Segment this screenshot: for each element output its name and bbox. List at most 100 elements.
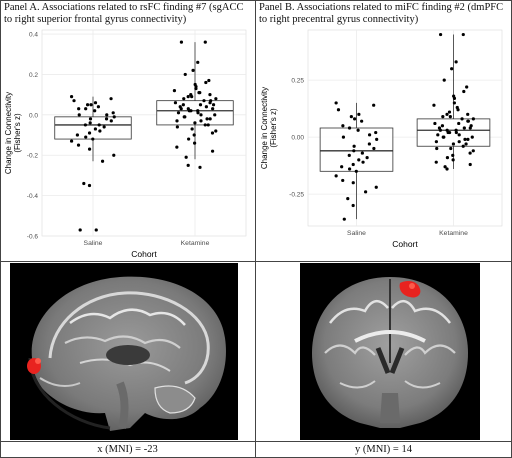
panel-a-point-saline xyxy=(112,153,116,157)
panel-b-point-ketamine xyxy=(442,135,446,139)
panel-a-point-ketamine xyxy=(176,111,181,115)
panel-b-point-ketamine xyxy=(457,121,461,126)
panel-a-point-ketamine xyxy=(202,99,206,103)
panel-a-point-saline xyxy=(78,228,82,232)
panel-b-point-ketamine xyxy=(463,137,467,141)
panel-a-point-ketamine xyxy=(199,113,203,117)
panel-b-point-saline xyxy=(374,185,378,189)
panel-a-point-saline xyxy=(82,181,86,186)
panel-b-point-ketamine xyxy=(451,153,455,157)
panel-a-point-saline xyxy=(98,129,102,133)
panel-a-point-ketamine xyxy=(207,78,211,83)
panel-a-point-ketamine xyxy=(184,155,188,159)
activation-blob-b xyxy=(399,281,421,298)
panel-b-point-ketamine xyxy=(457,133,461,137)
panel-a-point-ketamine xyxy=(183,72,187,77)
panel-b-point-ketamine xyxy=(468,126,472,130)
panel-a-point-saline xyxy=(75,133,79,137)
panel-b-point-ketamine xyxy=(447,110,452,114)
panel-b-point-saline xyxy=(342,217,346,221)
panel-b-box-ketamine xyxy=(416,118,491,147)
panel-a-ytick-label: 0.2 xyxy=(29,72,38,79)
panel-a-chart: 0.4 0.2 0.0 -0.2 -0.4 -0.6 Saline Ketamine Cohor… xyxy=(4,29,247,259)
panel-b-point-saline xyxy=(347,153,351,157)
panel-b-xtick-label: Saline xyxy=(347,230,366,237)
panel-b-point-ketamine xyxy=(442,78,446,82)
panel-a-point-ketamine xyxy=(175,125,179,129)
panel-a-point-ketamine xyxy=(190,95,194,99)
panel-a-point-ketamine xyxy=(192,133,196,137)
panel-a-point-ketamine xyxy=(172,88,177,93)
panel-a-point-ketamine xyxy=(175,145,179,149)
panel-b-point-saline xyxy=(351,203,355,208)
panel-b-point-saline xyxy=(372,103,376,107)
panel-a-point-ketamine xyxy=(193,141,197,145)
panel-b-point-ketamine xyxy=(471,117,475,121)
panel-a-xtick-label: Saline xyxy=(84,240,103,247)
panel-a-point-saline xyxy=(77,107,81,111)
panel-b-point-saline xyxy=(374,130,378,135)
panel-b-point-saline xyxy=(349,115,353,119)
panel-b-ytick-label: -0.25 xyxy=(289,192,304,199)
panel-b-point-ketamine xyxy=(441,115,445,119)
panel-a-point-ketamine xyxy=(175,119,179,123)
panel-a-point-ketamine xyxy=(208,93,212,97)
panel-a-point-saline xyxy=(85,103,90,107)
panel-a-box-saline xyxy=(54,116,132,140)
panel-b-point-saline xyxy=(367,142,371,146)
panel-a-point-saline xyxy=(87,131,92,135)
panel-b-point-ketamine xyxy=(457,140,461,144)
panel-b-point-ketamine xyxy=(461,144,465,148)
panel-a-point-ketamine xyxy=(198,91,202,95)
panel-a-point-ketamine xyxy=(190,127,194,131)
panel-b-point-ketamine xyxy=(448,115,452,119)
panel-b-point-ketamine xyxy=(433,121,437,126)
panel-a-point-saline xyxy=(88,121,92,125)
panel-b-point-ketamine xyxy=(450,67,454,71)
panel-a-xtick-label: Ketamine xyxy=(181,240,210,247)
panel-a-ytick-label: 0.4 xyxy=(29,32,38,39)
panel-b-caption: Panel B. Associations related to miFC fi… xyxy=(259,2,504,25)
panel-b-point-ketamine xyxy=(471,149,475,153)
panel-b-point-ketamine xyxy=(461,32,465,37)
panel-b-point-ketamine xyxy=(464,142,468,146)
panel-a-point-ketamine xyxy=(196,60,200,64)
panel-b-point-ketamine xyxy=(466,112,470,116)
panel-b-y-axis-title: (Fisher's z) xyxy=(269,108,278,148)
panel-b-point-ketamine xyxy=(468,151,472,155)
panel-a-point-ketamine xyxy=(179,107,183,111)
panel-a-point-saline xyxy=(112,115,116,119)
panel-a-point-saline xyxy=(100,159,105,163)
panel-b-x-axis-title: Cohort xyxy=(392,239,418,249)
panel-a-point-saline xyxy=(109,119,113,123)
panel-a-caption: Panel A. Associations related to rsFC fi… xyxy=(4,2,244,25)
panel-a-point-ketamine xyxy=(183,115,187,119)
panel-b-point-saline xyxy=(334,101,338,105)
panel-b-point-ketamine xyxy=(435,146,439,151)
panel-b-point-ketamine xyxy=(440,124,445,128)
panel-a-brain-label: x (MNI) = -23 xyxy=(97,444,158,455)
panel-b-point-saline xyxy=(365,156,369,160)
panel-b-point-saline xyxy=(357,112,361,116)
panel-b-point-saline xyxy=(346,197,350,201)
panel-a-point-saline xyxy=(104,117,109,121)
panel-b-point-saline xyxy=(351,162,355,167)
panel-a-point-ketamine xyxy=(181,103,185,107)
panel-b-point-saline xyxy=(354,169,358,173)
panel-a-point-ketamine xyxy=(198,103,203,107)
panel-a-point-saline xyxy=(77,113,81,117)
panel-b-point-saline xyxy=(334,174,338,178)
panel-a-point-ketamine xyxy=(211,103,216,107)
panel-a-point-ketamine xyxy=(194,86,198,91)
panel-a-point-ketamine xyxy=(198,165,202,169)
panel-divider-vertical xyxy=(255,0,256,458)
panel-b-point-saline xyxy=(361,160,365,164)
panel-a-point-ketamine xyxy=(203,123,207,127)
panel-b-point-saline xyxy=(360,119,364,123)
panel-a-box-ketamine xyxy=(156,100,234,126)
panel-a-point-ketamine xyxy=(213,113,217,117)
panel-a-point-ketamine xyxy=(199,119,203,123)
panel-b-box-saline xyxy=(319,127,394,172)
panel-b-point-saline xyxy=(341,178,345,183)
panel-b-point-saline xyxy=(340,165,344,169)
